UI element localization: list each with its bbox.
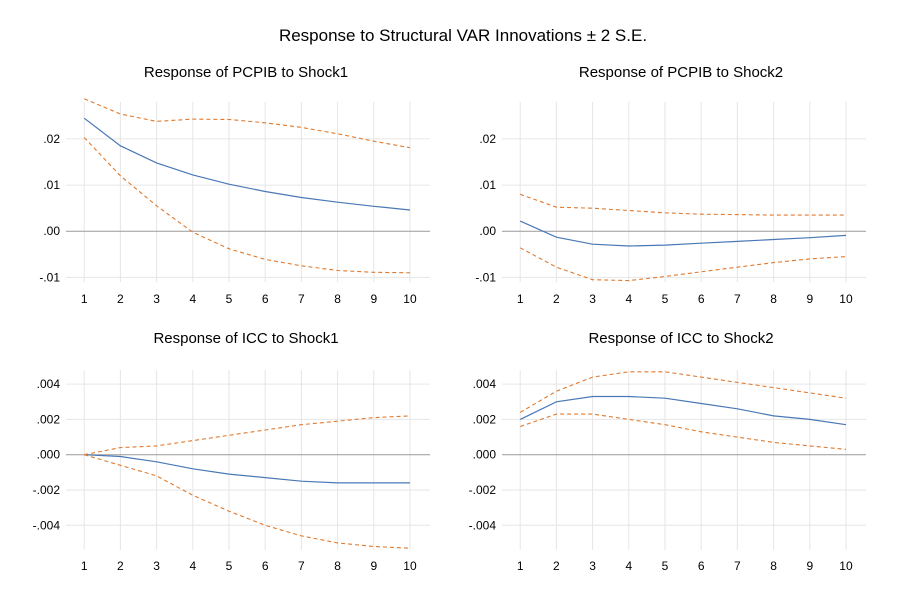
y-tick-label: -.002	[33, 483, 61, 497]
y-tick-label: -.002	[469, 483, 497, 497]
chart-panel-3: .004 .002 .000 -.002 -.004 1 2 3 4 5 6 7 8 9 10 Respons…	[33, 330, 430, 573]
upper-band-line	[83, 98, 411, 149]
chart-panel-4: .004 .002 .000 -.002 -.004 1 2 3 4 5 6 7 8 9 10 Respons…	[469, 330, 866, 573]
x-tick-label: 10	[839, 292, 853, 306]
figure-title: Response to Structural VAR Innovations ±…	[279, 26, 647, 45]
lower-band-line	[520, 413, 847, 450]
x-tick-label: 4	[189, 292, 196, 306]
x-tick-label: 8	[770, 292, 777, 306]
x-tick-label: 6	[698, 559, 705, 573]
x-tick-label: 8	[334, 292, 341, 306]
x-tick-label: 2	[553, 292, 560, 306]
x-tick-label: 1	[517, 292, 524, 306]
x-tick-label: 3	[589, 559, 596, 573]
x-tick-label: 1	[517, 559, 524, 573]
panels-container: .02 .01 .00 -.01 1 2 3 4 5 6 7 8 9 10 Response of PCPI…	[33, 64, 866, 573]
chart-title: Response of ICC to Shock1	[153, 330, 338, 347]
x-tick-label: 4	[189, 559, 196, 573]
x-tick-label: 7	[298, 292, 305, 306]
response-line	[84, 454, 410, 484]
x-tick-label: 2	[117, 559, 124, 573]
x-tick-label: 6	[698, 292, 705, 306]
response-line	[519, 220, 847, 247]
y-tick-label: .002	[37, 412, 61, 426]
response-line	[519, 395, 847, 426]
x-tick-label: 4	[625, 559, 632, 573]
x-tick-label: 9	[806, 292, 813, 306]
x-tick-label: 7	[734, 292, 741, 306]
x-tick-label: 10	[403, 559, 417, 573]
chart-title: Response of PCPIB to Shock1	[144, 64, 348, 81]
y-tick-label: .02	[479, 132, 496, 146]
y-tick-label: .004	[37, 377, 61, 391]
chart-panel-1: .02 .01 .00 -.01 1 2 3 4 5 6 7 8 9 10 Response of PCPI…	[39, 64, 430, 306]
y-tick-label: -.01	[39, 270, 60, 284]
x-tick-label: 10	[839, 559, 853, 573]
chart-panel-2: .02 .01 .00 -.01 1 2 3 4 5 6 7 8 9 10 Response of PCPI…	[475, 64, 866, 306]
upper-band-line	[84, 415, 411, 456]
y-tick-label: -.004	[469, 518, 497, 532]
x-tick-label: 8	[770, 559, 777, 573]
x-tick-label: 1	[81, 292, 88, 306]
x-tick-label: 8	[334, 559, 341, 573]
x-tick-label: 7	[298, 559, 305, 573]
x-tick-label: 9	[370, 292, 377, 306]
x-tick-label: 3	[589, 292, 596, 306]
x-tick-label: 3	[153, 292, 160, 306]
y-tick-label: .000	[473, 448, 497, 462]
y-tick-label: -.004	[33, 518, 61, 532]
x-tick-label: 2	[553, 559, 560, 573]
x-tick-label: 9	[370, 559, 377, 573]
response-line	[83, 117, 411, 211]
lower-band-line	[519, 247, 847, 282]
x-tick-label: 6	[262, 292, 269, 306]
x-tick-label: 6	[262, 559, 269, 573]
x-tick-label: 5	[226, 559, 233, 573]
y-tick-label: .00	[43, 224, 60, 238]
lower-band-line	[84, 454, 411, 549]
y-tick-label: .01	[43, 178, 60, 192]
y-tick-label: .00	[479, 224, 496, 238]
x-tick-label: 5	[226, 292, 233, 306]
x-tick-label: 3	[153, 559, 160, 573]
upper-band-line	[520, 193, 846, 216]
y-tick-label: .002	[473, 412, 497, 426]
x-tick-label: 9	[806, 559, 813, 573]
y-tick-label: .000	[37, 448, 61, 462]
x-tick-label: 5	[662, 559, 669, 573]
x-tick-label: 5	[662, 292, 669, 306]
chart-title: Response of PCPIB to Shock2	[579, 64, 783, 81]
lower-band-line	[83, 137, 411, 274]
x-tick-label: 2	[117, 292, 124, 306]
chart-title: Response of ICC to Shock2	[588, 330, 773, 347]
upper-band-line	[519, 371, 847, 413]
x-tick-label: 10	[403, 292, 417, 306]
y-tick-label: .01	[479, 178, 496, 192]
x-tick-label: 1	[81, 559, 88, 573]
x-tick-label: 4	[625, 292, 632, 306]
y-tick-label: -.01	[475, 270, 496, 284]
x-tick-label: 7	[734, 559, 741, 573]
y-tick-label: .02	[43, 132, 60, 146]
y-tick-label: .004	[473, 377, 497, 391]
